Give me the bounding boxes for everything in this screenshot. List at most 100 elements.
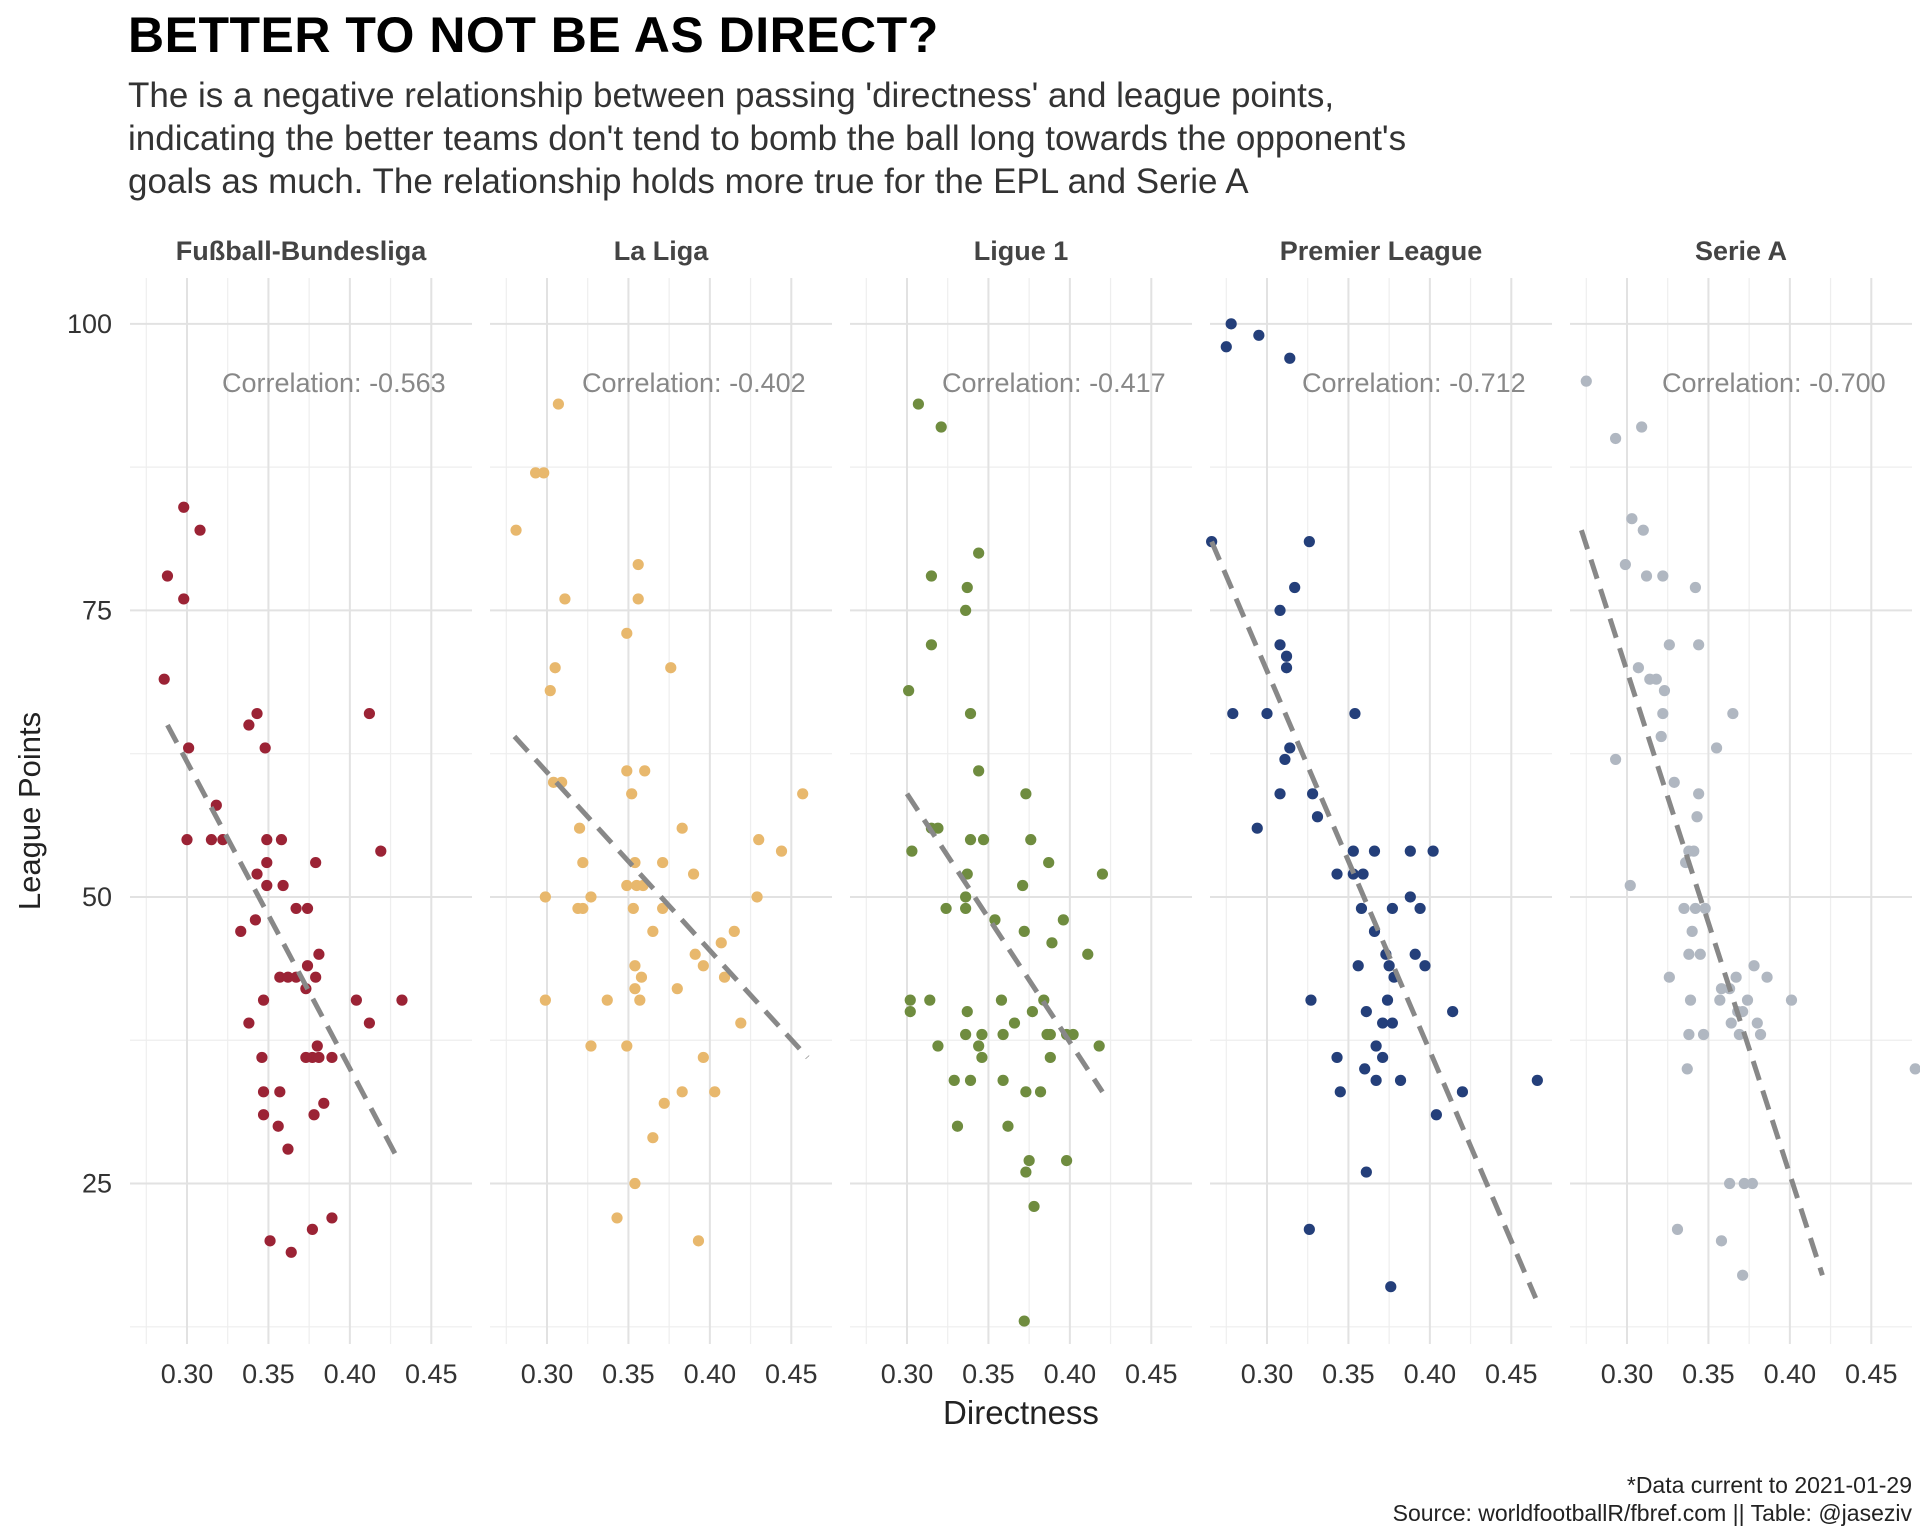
data-point bbox=[256, 1051, 268, 1064]
data-point bbox=[775, 845, 788, 857]
data-point bbox=[1280, 650, 1293, 662]
data-point bbox=[306, 1223, 318, 1235]
data-point bbox=[1419, 960, 1431, 972]
data-point bbox=[948, 1074, 960, 1086]
data-point bbox=[611, 1212, 623, 1224]
trend-line bbox=[165, 723, 401, 1162]
data-point bbox=[940, 902, 952, 915]
data-point bbox=[183, 742, 195, 754]
x-tick-label: 0.40 bbox=[1764, 1359, 1817, 1389]
data-point bbox=[1727, 707, 1739, 720]
data-point bbox=[639, 765, 651, 777]
x-tick-label: 0.35 bbox=[1322, 1359, 1375, 1389]
data-point bbox=[989, 914, 1001, 926]
data-point bbox=[715, 937, 727, 949]
data-point bbox=[1754, 1028, 1767, 1041]
data-point bbox=[274, 971, 286, 983]
data-point bbox=[997, 1028, 1009, 1041]
data-point bbox=[1008, 1017, 1021, 1029]
data-point bbox=[1746, 1177, 1758, 1190]
data-point bbox=[1636, 421, 1648, 433]
data-point bbox=[647, 925, 659, 937]
data-point bbox=[906, 845, 918, 857]
data-point bbox=[1023, 1155, 1035, 1167]
data-point bbox=[1307, 788, 1319, 800]
data-point bbox=[311, 1040, 323, 1052]
x-tick-label: 0.35 bbox=[962, 1359, 1015, 1389]
data-point bbox=[1710, 742, 1723, 754]
data-point bbox=[1394, 1074, 1407, 1086]
data-point bbox=[310, 856, 322, 869]
data-point bbox=[1668, 776, 1680, 788]
data-point bbox=[601, 994, 613, 1006]
data-point bbox=[697, 1051, 709, 1064]
data-point bbox=[510, 524, 522, 536]
data-point bbox=[363, 707, 375, 720]
data-point bbox=[1697, 1028, 1710, 1041]
data-point bbox=[1691, 811, 1703, 823]
data-point bbox=[629, 1177, 641, 1190]
data-point bbox=[973, 765, 985, 777]
data-point bbox=[1352, 960, 1364, 972]
data-point bbox=[1626, 513, 1638, 525]
data-point bbox=[904, 994, 916, 1006]
data-point bbox=[549, 662, 561, 674]
data-point bbox=[1657, 570, 1669, 582]
data-point bbox=[1686, 925, 1698, 937]
data-point bbox=[1370, 1040, 1382, 1052]
data-point bbox=[960, 1028, 972, 1041]
data-point bbox=[1715, 1235, 1728, 1247]
data-point bbox=[1279, 753, 1291, 766]
data-point bbox=[261, 834, 273, 846]
data-point bbox=[932, 1040, 944, 1052]
y-tick-label: 50 bbox=[82, 882, 112, 912]
data-point bbox=[1220, 341, 1232, 353]
data-point bbox=[1640, 570, 1653, 582]
data-point bbox=[621, 879, 633, 892]
data-point bbox=[573, 822, 586, 834]
data-point bbox=[577, 902, 589, 915]
facet-title: Premier League bbox=[1280, 236, 1483, 266]
data-point bbox=[1681, 1063, 1693, 1075]
data-point bbox=[290, 902, 302, 915]
data-point bbox=[243, 719, 255, 731]
data-point bbox=[1610, 432, 1622, 445]
data-point bbox=[1655, 730, 1667, 743]
data-point bbox=[904, 1005, 916, 1018]
data-point bbox=[924, 994, 936, 1006]
x-tick-label: 0.30 bbox=[881, 1359, 934, 1389]
data-point bbox=[1725, 1017, 1737, 1029]
data-point bbox=[308, 1109, 320, 1121]
data-point bbox=[1305, 994, 1317, 1006]
data-point bbox=[1409, 948, 1421, 960]
data-point bbox=[1737, 1269, 1749, 1281]
x-tick-label: 0.35 bbox=[602, 1359, 655, 1389]
data-point bbox=[1671, 1223, 1684, 1235]
data-point bbox=[251, 707, 263, 720]
data-point bbox=[960, 891, 972, 903]
data-point bbox=[629, 983, 641, 995]
data-point bbox=[1427, 845, 1439, 857]
data-point bbox=[1733, 1028, 1745, 1041]
x-tick-label: 0.40 bbox=[1044, 1359, 1097, 1389]
facet-title: Fußball-Bundesliga bbox=[176, 236, 427, 266]
data-point bbox=[318, 1097, 330, 1109]
data-point bbox=[1610, 753, 1622, 766]
subtitle-line: indicating the better teams don't tend t… bbox=[128, 119, 1407, 158]
data-point bbox=[1046, 937, 1058, 949]
data-point bbox=[1334, 1086, 1346, 1098]
data-point bbox=[1683, 1028, 1695, 1041]
faceted-scatter-chart: League Points 25 50 75 100 Directness Fußball-… bbox=[12, 236, 1920, 1430]
data-point bbox=[285, 1246, 297, 1258]
source-credit: Source: worldfootballR/fbref.com || Tabl… bbox=[1392, 1500, 1912, 1526]
data-point bbox=[313, 948, 325, 960]
data-point bbox=[1274, 639, 1286, 651]
data-point bbox=[1284, 352, 1296, 364]
data-point bbox=[753, 834, 765, 846]
chart-title: BETTER TO NOT BE AS DIRECT? bbox=[128, 7, 939, 63]
data-point bbox=[1355, 902, 1368, 915]
data-point bbox=[1430, 1109, 1442, 1121]
data-point bbox=[692, 1235, 705, 1247]
data-point bbox=[1385, 1281, 1397, 1293]
